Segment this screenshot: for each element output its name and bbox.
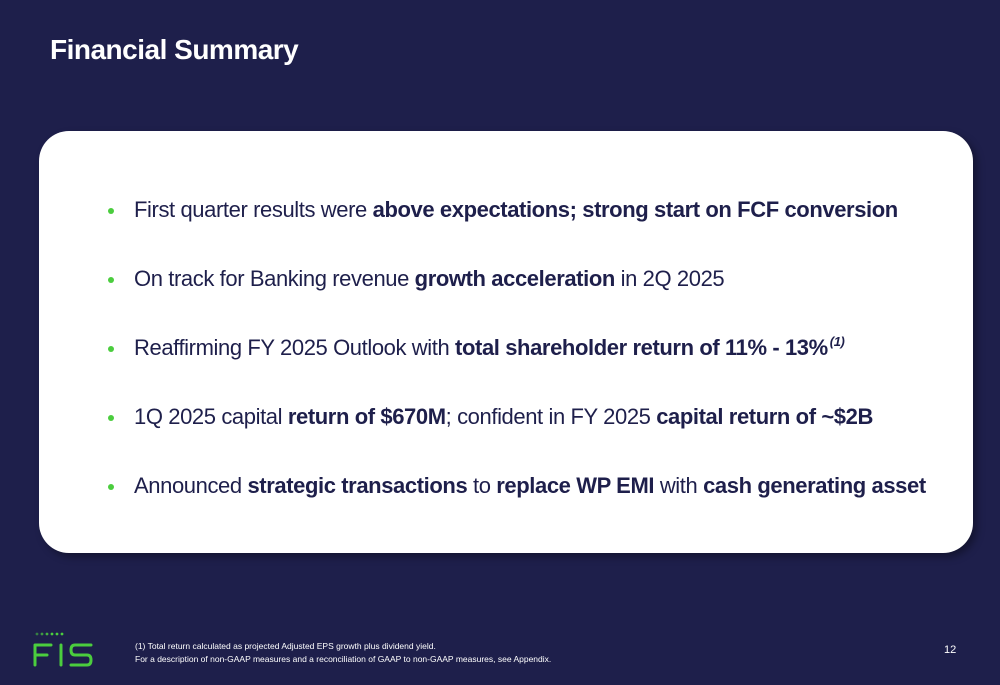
bullet-highlight-text: return of $670M (287, 404, 446, 429)
slide-title: Financial Summary (50, 34, 299, 65)
bullet-text: ; confident in FY 2025 (445, 404, 657, 429)
bullet-highlight-text: strategic transactions (247, 473, 468, 498)
bullet-text: in 2Q 2025 (614, 266, 725, 291)
summary-bullet: First quarter results were above expecta… (106, 191, 926, 260)
bullet-text: 1Q 2025 capital (134, 404, 288, 429)
bullet-dot-icon (108, 346, 114, 352)
summary-bullet-list: First quarter results were above expecta… (106, 191, 926, 536)
footnote-total-return: (1) Total return calculated as projected… (135, 641, 436, 651)
bullet-highlight-text: above expectations; strong start on FCF … (372, 197, 899, 222)
summary-card: First quarter results were above expecta… (39, 131, 973, 553)
summary-bullet: 1Q 2025 capital return of $670M; confide… (106, 398, 926, 467)
page-number: 12 (944, 644, 957, 656)
bullet-text: Announced (134, 473, 248, 498)
summary-bullet: On track for Banking revenue growth acce… (106, 260, 926, 329)
footnote-reference: (1) (829, 334, 845, 349)
footnotes: (1) Total return calculated as projected… (135, 640, 551, 666)
bullet-text: On track for Banking revenue (134, 266, 415, 291)
bullet-text: First quarter results were (134, 197, 373, 222)
bullet-highlight-text: total shareholder return of 11% - 13% (455, 335, 828, 360)
bullet-dot-icon (108, 208, 114, 214)
bullet-text: to (467, 473, 497, 498)
bullet-dot-icon (108, 277, 114, 283)
bullet-highlight-text: growth acceleration (414, 266, 616, 291)
bullet-highlight-text: capital return of ~$2B (656, 404, 873, 429)
bullet-dot-icon (108, 484, 114, 490)
bullet-text: with (654, 473, 704, 498)
summary-bullet: Announced strategic transactions to repl… (106, 467, 926, 536)
footnote-non-gaap: For a description of non-GAAP measures a… (135, 654, 552, 664)
bullet-dot-icon (108, 415, 114, 421)
fis-logo-icon (33, 632, 93, 667)
summary-bullet: Reaffirming FY 2025 Outlook with total s… (106, 329, 926, 398)
bullet-text: Reaffirming FY 2025 Outlook with (134, 335, 456, 360)
bullet-highlight-text: replace WP EMI (496, 473, 655, 498)
bullet-highlight-text: cash generating asset (703, 473, 926, 498)
